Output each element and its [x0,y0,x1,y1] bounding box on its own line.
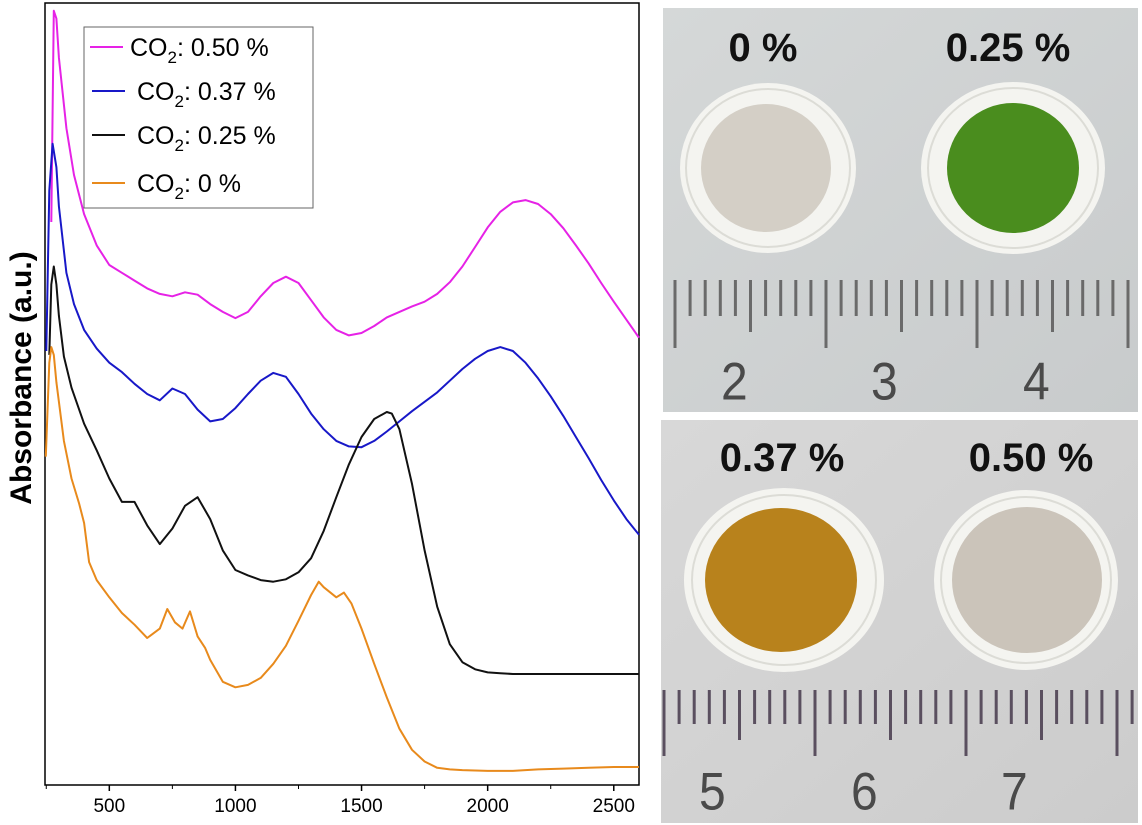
legend-label-3: CO2: 0 % [137,170,241,203]
label-0-37-percent: 0.37 % [719,436,845,480]
absorbance-chart: 500 1000 1500 2000 2500 Absorbance (a.u.) CO… [5,2,640,817]
ruler-number-4: 4 [1023,353,1050,412]
label-0-50-percent: 0.50 % [968,436,1094,480]
ruler-number-6: 6 [851,763,878,822]
ruler-bottom [662,690,1134,756]
label-0-percent: 0 % [728,26,798,70]
x-tick-label: 2000 [467,796,509,817]
sensor-disc-0-50-percent [952,507,1102,653]
sensor-disc-0-percent [701,104,831,232]
legend-box [83,26,314,209]
x-tick-label: 1000 [214,796,256,817]
plot-frame [44,2,640,786]
ruler-number-5: 5 [699,763,726,822]
sensor-disc-0-25-percent [947,103,1079,233]
bottom-photo: 0.37 % 0.50 % 5 6 7 [661,420,1138,823]
series-line-2 [48,265,639,675]
ruler-number-3: 3 [871,353,898,412]
bottom-photo-graphic [661,420,1138,823]
series-line-1 [45,142,640,536]
ruler-number-2: 2 [721,353,748,412]
top-photo-graphic [663,8,1138,412]
series-layer [44,9,640,772]
sensor-disc-0-37-percent [705,508,857,652]
top-photo: 0 % 0.25 % 2 3 4 [663,8,1138,412]
ruler-top [673,280,1130,348]
legend-label-0: CO2: 0.50 % [130,34,269,67]
x-axis-ticks: 500 1000 1500 2000 2500 [45,785,635,817]
series-line-3 [44,346,639,772]
legend-label-1: CO2: 0.37 % [137,78,276,111]
y-axis-title: Absorbance (a.u.) [5,251,38,504]
ruler-number-7: 7 [1001,763,1028,822]
x-tick-label: 500 [93,796,125,817]
legend: CO2: 0.50 % CO2: 0.37 % CO2: 0.25 % CO2: 0 … [83,26,314,209]
label-0-25-percent: 0.25 % [945,26,1071,70]
series-line-0 [50,9,640,339]
x-tick-label: 1500 [340,796,382,817]
legend-label-2: CO2: 0.25 % [137,122,276,155]
legend-items: CO2: 0.50 % CO2: 0.37 % CO2: 0.25 % CO2: 0 … [90,34,276,203]
x-tick-label: 2500 [593,796,635,817]
